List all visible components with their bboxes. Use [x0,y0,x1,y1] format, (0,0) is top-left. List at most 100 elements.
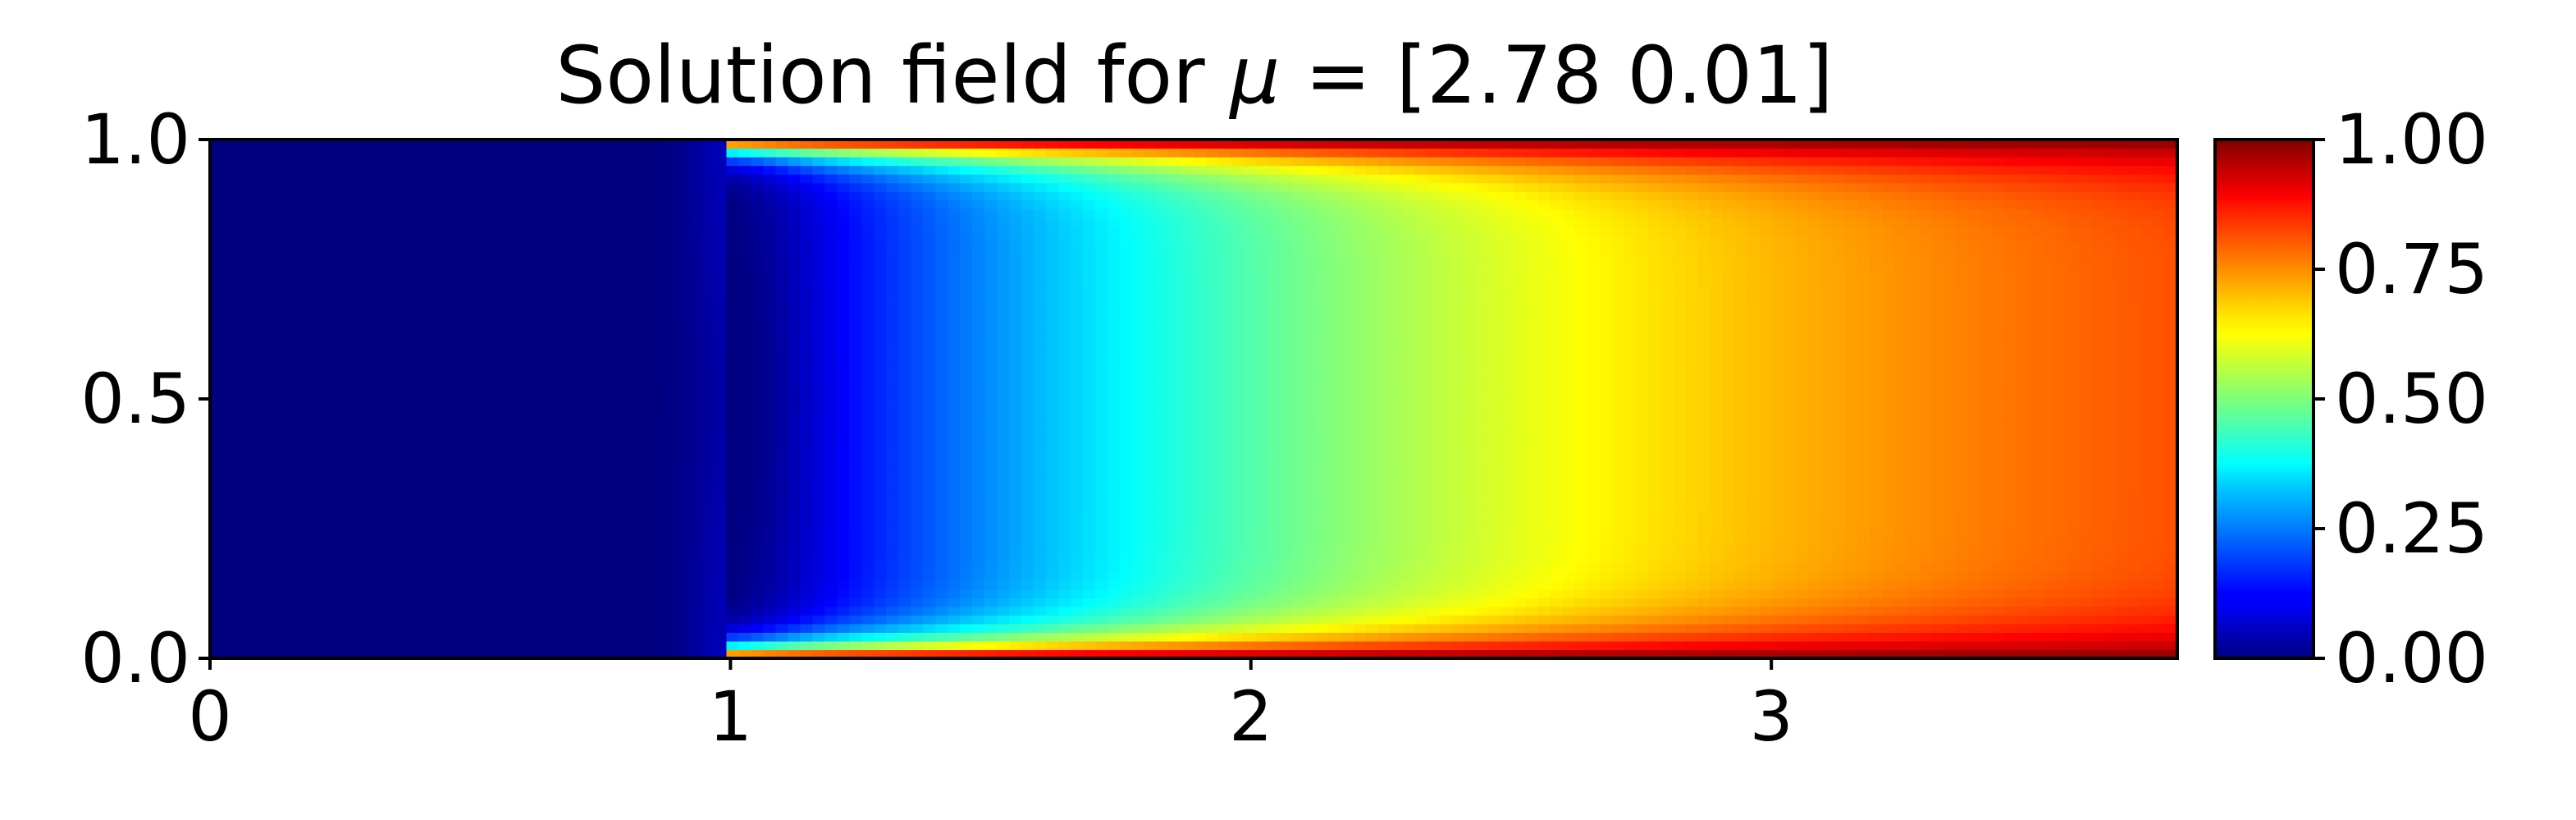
heatmap-cell [1095,468,1108,478]
heatmap-cell [701,234,715,244]
heatmap-cell [308,563,322,573]
heatmap-cell [320,260,334,270]
heatmap-cell [984,485,998,495]
heatmap-cell [849,580,862,590]
heatmap-cell [1132,520,1145,529]
heatmap-cell [1058,346,1071,356]
heatmap-cell [1194,598,1207,607]
heatmap-cell [1009,140,1022,149]
heatmap-cell [874,260,887,270]
heatmap-cell [578,563,592,573]
heatmap-cell [1205,399,1219,409]
heatmap-cell [640,226,654,236]
heatmap-cell [1009,338,1022,348]
heatmap-cell [517,277,531,287]
heatmap-cell [258,217,272,227]
heatmap-cell [861,424,875,434]
heatmap-cell [677,321,691,331]
heatmap-cell [775,304,789,314]
heatmap-cell [738,554,752,564]
heatmap-cell [738,390,752,400]
heatmap-cell [726,277,740,287]
heatmap-cell [1230,554,1244,564]
heatmap-cell [357,312,371,322]
heatmap-cell [615,520,629,529]
heatmap-cell [480,277,494,287]
heatmap-cell [898,355,911,365]
heatmap-cell [615,269,629,279]
heatmap-cell [1083,537,1096,547]
heatmap-cell [652,476,666,486]
heatmap-cell [911,140,924,149]
heatmap-cell [665,364,678,373]
heatmap-cell [861,148,875,158]
heatmap-cell [911,493,924,503]
heatmap-cell [492,554,506,564]
heatmap-cell [763,459,777,469]
heatmap-cell [886,165,899,175]
heatmap-cell [972,286,985,296]
heatmap-cell [1120,312,1133,322]
heatmap-cell [308,329,322,339]
heatmap-cell [320,511,334,521]
heatmap-cell [628,243,642,253]
heatmap-cell [1108,165,1121,175]
heatmap-cell [1194,615,1207,625]
heatmap-cell [1120,433,1133,443]
heatmap-cell [517,493,531,503]
heatmap-cell [406,476,420,486]
heatmap-cell [1021,260,1035,270]
heatmap-cell [381,459,395,469]
heatmap-cell [948,589,961,598]
heatmap-cell [455,502,469,512]
heatmap-cell [1009,632,1022,642]
heatmap-cell [517,589,531,598]
heatmap-cell [529,381,543,392]
heatmap-cell [640,598,654,607]
heatmap-cell [1009,615,1022,625]
heatmap-cell [271,243,285,253]
heatmap-cell [1021,338,1035,348]
heatmap-cell [849,182,862,192]
heatmap-cell [381,243,395,253]
heatmap-cell [775,407,789,417]
heatmap-cell [788,329,801,339]
heatmap-cell [763,598,777,607]
heatmap-cell [738,234,752,244]
heatmap-cell [210,182,223,192]
heatmap-cell [1205,511,1219,521]
heatmap-cell [714,243,728,253]
heatmap-cell [984,251,998,262]
heatmap-cell [603,234,617,244]
heatmap-cell [1034,502,1047,512]
heatmap-cell [517,580,531,590]
heatmap-cell [234,468,248,478]
heatmap-cell [455,165,469,175]
heatmap-cell [738,451,752,460]
heatmap-cell [788,199,801,209]
heatmap-cell [295,199,309,209]
heatmap-cell [480,424,494,434]
heatmap-cell [849,511,862,521]
heatmap-cell [911,649,924,658]
heatmap-cell [1144,277,1158,287]
heatmap-cell [984,468,998,478]
heatmap-cell [246,424,260,434]
heatmap-cell [541,623,555,633]
heatmap-cell [1071,589,1084,598]
heatmap-cell [1205,157,1219,167]
heatmap-cell [948,191,961,201]
heatmap-cell [948,277,961,287]
heatmap-cell [800,329,813,339]
heatmap-cell [677,476,691,486]
heatmap-cell [714,407,728,417]
heatmap-cell [775,321,789,331]
heatmap-cell [911,554,924,564]
heatmap-cell [369,243,383,253]
heatmap-cell [271,632,285,642]
heatmap-cell [714,520,728,529]
heatmap-cell [480,493,494,503]
heatmap-cell [554,312,568,322]
heatmap-cell [578,182,592,192]
heatmap-cell [665,321,678,331]
